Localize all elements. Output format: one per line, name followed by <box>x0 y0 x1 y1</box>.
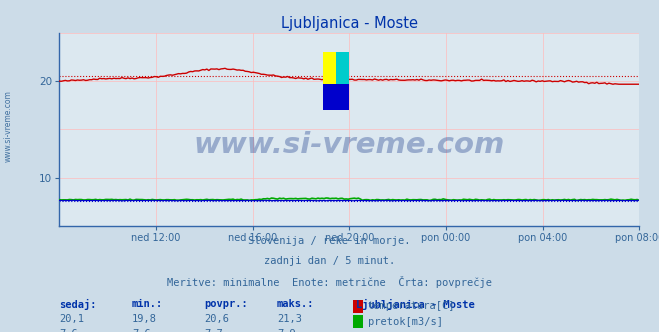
Text: min.:: min.: <box>132 299 163 309</box>
Bar <box>323 84 349 110</box>
Text: 20,6: 20,6 <box>204 314 229 324</box>
Text: Ljubljanica - Moste: Ljubljanica - Moste <box>356 299 474 310</box>
Text: 20,1: 20,1 <box>59 314 84 324</box>
Bar <box>336 52 349 84</box>
Text: www.si-vreme.com: www.si-vreme.com <box>3 90 13 162</box>
Text: sedaj:: sedaj: <box>59 299 97 310</box>
Text: pretok[m3/s]: pretok[m3/s] <box>368 317 443 327</box>
Text: 19,8: 19,8 <box>132 314 157 324</box>
Text: temperatura[C]: temperatura[C] <box>368 301 455 311</box>
Text: maks.:: maks.: <box>277 299 314 309</box>
Text: www.si-vreme.com: www.si-vreme.com <box>194 131 505 159</box>
Text: povpr.:: povpr.: <box>204 299 248 309</box>
Text: zadnji dan / 5 minut.: zadnji dan / 5 minut. <box>264 256 395 266</box>
Text: 21,3: 21,3 <box>277 314 302 324</box>
Text: 7,6: 7,6 <box>132 329 150 332</box>
Text: Meritve: minimalne  Enote: metrične  Črta: povprečje: Meritve: minimalne Enote: metrične Črta:… <box>167 276 492 288</box>
Text: 7,7: 7,7 <box>204 329 223 332</box>
Title: Ljubljanica - Moste: Ljubljanica - Moste <box>281 16 418 31</box>
Bar <box>323 52 336 84</box>
Text: 7,9: 7,9 <box>277 329 295 332</box>
Text: Slovenija / reke in morje.: Slovenija / reke in morje. <box>248 236 411 246</box>
Text: 7,6: 7,6 <box>59 329 78 332</box>
